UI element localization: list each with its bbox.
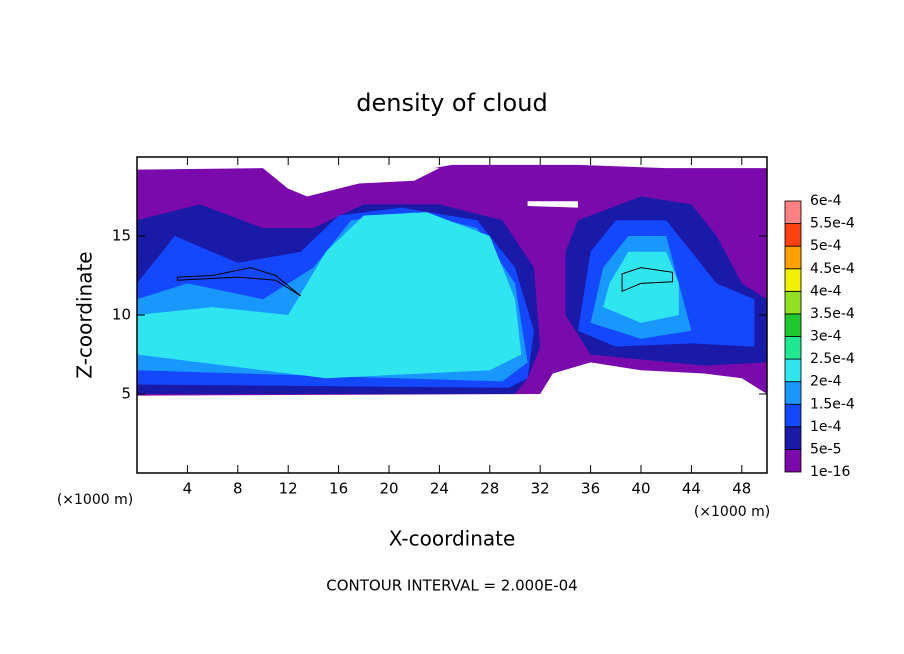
x-tick-label: 40 <box>631 480 650 498</box>
colorbar-label: 5e-5 <box>810 441 841 457</box>
x-tick-label: 44 <box>682 480 701 498</box>
x-tick-label: 28 <box>480 480 499 498</box>
y-axis-label: Z-coordinate <box>73 251 97 378</box>
colorbar-label: 5e-4 <box>810 238 842 254</box>
colorbar-label: 2.5e-4 <box>810 351 855 367</box>
x-tick-label: 48 <box>732 480 751 498</box>
colorbar-label: 1e-16 <box>810 464 850 480</box>
blank-region <box>527 201 578 208</box>
annotation: CONTOUR INTERVAL = 2.000E-04 <box>326 577 577 595</box>
x-axis-label: X-coordinate <box>389 527 516 551</box>
chart-title: density of cloud <box>356 89 547 117</box>
x-tick-label: 32 <box>531 480 550 498</box>
y-tick-label: 10 <box>112 306 131 324</box>
x-tick-label: 36 <box>581 480 600 498</box>
x-tick-label: 12 <box>279 480 298 498</box>
colorbar-swatch <box>784 449 802 473</box>
contour-region <box>603 251 679 323</box>
colorbar-label: 4.5e-4 <box>810 261 855 277</box>
colorbar-swatch <box>784 200 802 224</box>
colorbar-label: 1.5e-4 <box>810 396 855 412</box>
colorbar-swatch <box>784 336 802 360</box>
colorbar-label: 1e-4 <box>810 419 842 435</box>
x-tick-label: 24 <box>430 480 449 498</box>
x-tick-label: 8 <box>233 480 243 498</box>
colorbar-swatch <box>784 290 802 315</box>
colorbar-swatch <box>784 313 802 337</box>
colorbar-label: 2e-4 <box>810 374 842 390</box>
colorbar-swatch <box>784 268 802 292</box>
y-tick-label: 5 <box>121 385 131 403</box>
colorbar-swatch <box>784 426 802 450</box>
colorbar-swatch <box>784 381 802 405</box>
colorbar-label: 3e-4 <box>810 329 842 345</box>
x-tick-label: 16 <box>329 480 348 498</box>
colorbar-swatch <box>784 245 802 270</box>
y-tick-label: 15 <box>112 227 131 245</box>
colorbar-swatch <box>784 358 802 383</box>
colorbar-swatch <box>784 223 802 247</box>
colorbar-label: 5.5e-4 <box>810 216 855 232</box>
contour-region <box>137 212 522 379</box>
colorbar-label: 6e-4 <box>810 193 842 209</box>
y-unit-label: (×1000 m) <box>57 492 133 508</box>
contour-line <box>621 267 673 293</box>
colorbar-label: 3.5e-4 <box>810 306 855 322</box>
contour-line <box>176 267 302 297</box>
x-tick-label: 20 <box>379 480 398 498</box>
blank-region <box>263 168 440 195</box>
x-tick-label: 4 <box>183 480 193 498</box>
colorbar-swatch <box>784 403 802 428</box>
x-unit-label: (×1000 m) <box>694 504 770 520</box>
colorbar-label: 4e-4 <box>810 283 842 299</box>
